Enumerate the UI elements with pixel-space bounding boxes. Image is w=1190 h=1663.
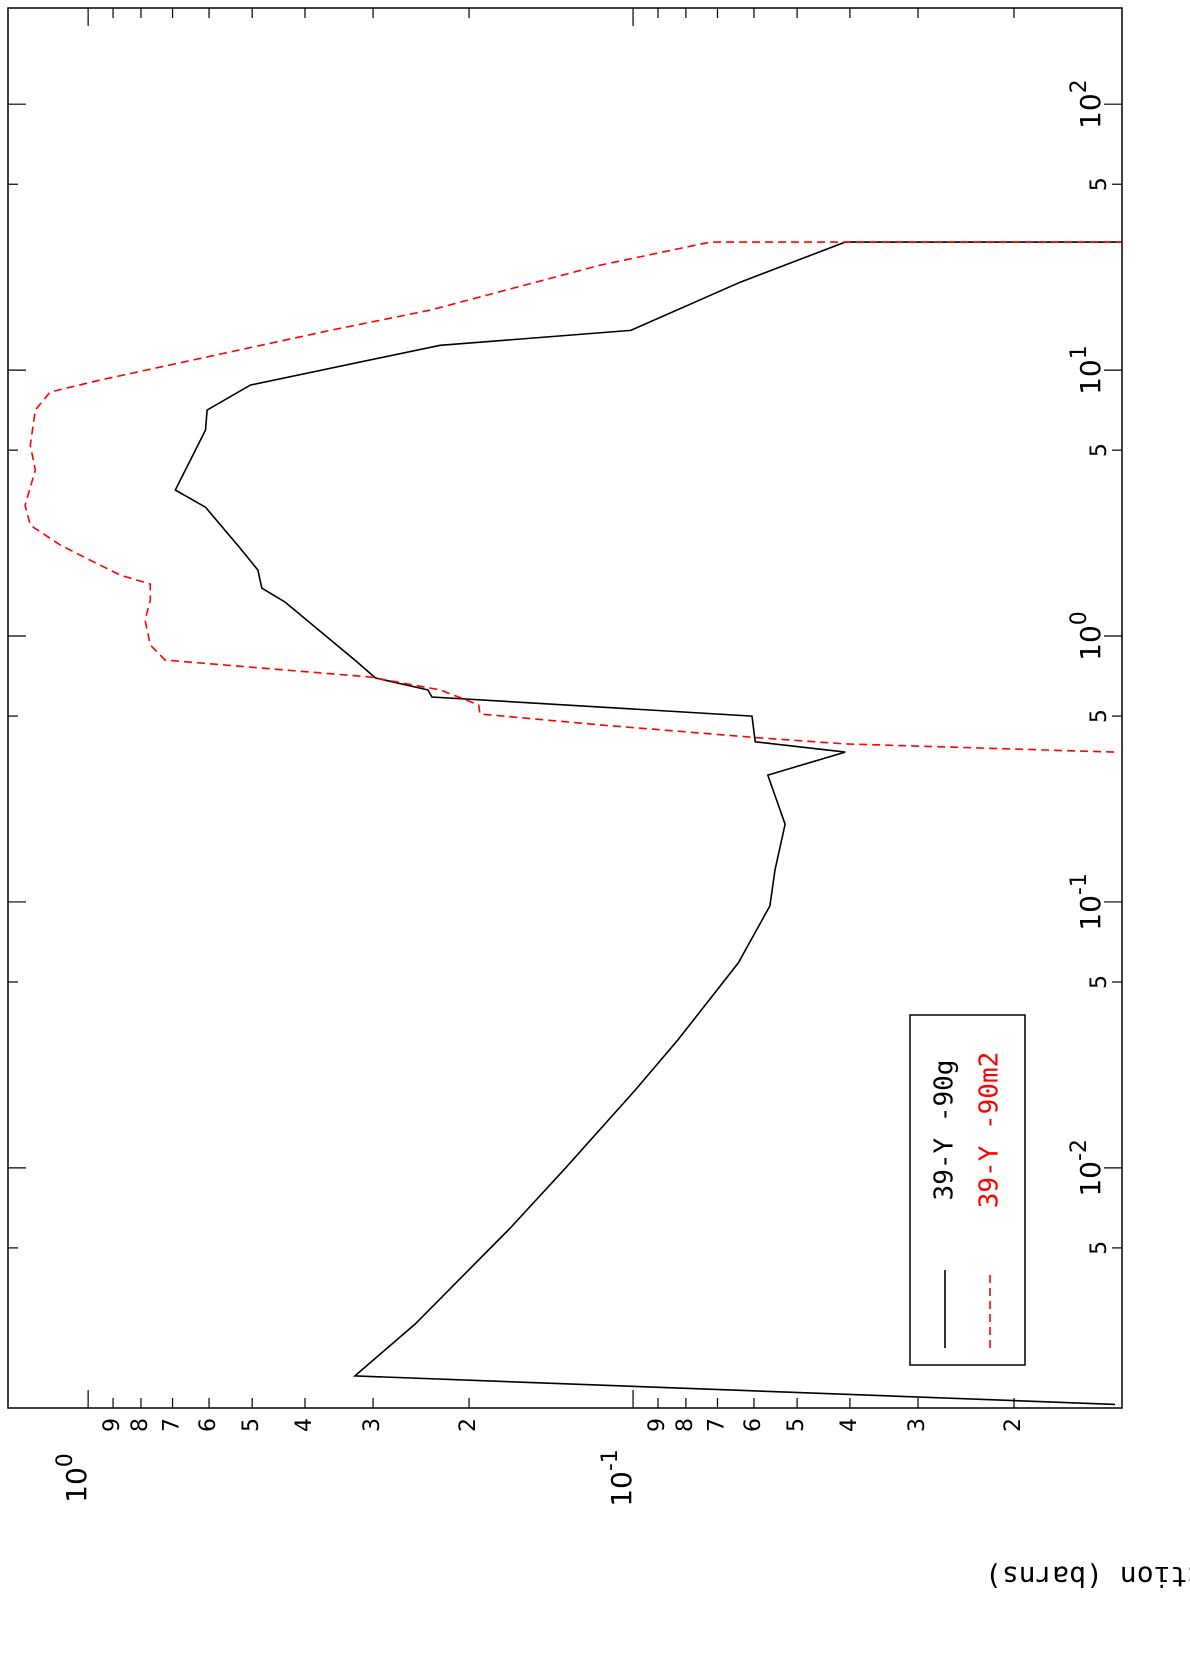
y-tick-label-base: 8 [128, 1418, 153, 1432]
y-tick-label-base: 10 [60, 1467, 93, 1503]
y-tick-label-base: 2 [1001, 1418, 1026, 1432]
x-tick-label: 100 [1067, 611, 1107, 661]
y-tick-label: 10-1 [598, 1449, 638, 1507]
y-tick-label-base: 5 [239, 1418, 264, 1432]
x-tick-label: 5 [1087, 177, 1112, 191]
legend-label: 39-Y -90m2 [975, 1052, 1005, 1209]
x-tick-label-base: 5 [1087, 443, 1112, 457]
x-tick-label: 101 [1067, 345, 1107, 395]
x-tick-label-base: 10 [1074, 359, 1107, 395]
y-tick-label-base: 3 [360, 1418, 385, 1432]
y-tick-label: 6 [196, 1418, 221, 1432]
y-tick-label: 8 [128, 1418, 153, 1432]
y-tick-label-base: 9 [645, 1418, 670, 1432]
y-tick-label-base: 5 [784, 1418, 809, 1432]
y-tick-label: 3 [360, 1418, 385, 1432]
x-tick-label: 5 [1087, 975, 1112, 989]
legend-box [909, 1014, 1026, 1366]
y-tick-label-base: 6 [196, 1418, 221, 1432]
y-tick-label-base: 10 [605, 1471, 638, 1507]
x-tick-label: 102 [1067, 79, 1107, 129]
x-tick-label-base: 5 [1087, 709, 1112, 723]
y-tick-label-base: 9 [100, 1418, 125, 1432]
y-tick-label: 100 [53, 1453, 93, 1503]
y-tick-label: 4 [837, 1418, 862, 1432]
y-tick-label-base: 4 [292, 1418, 317, 1432]
x-tick-label-base: 10 [1074, 625, 1107, 661]
y-tick-label: 9 [645, 1418, 670, 1432]
y-tick-label-base: 4 [837, 1418, 862, 1432]
y-tick-label: 5 [784, 1418, 809, 1432]
legend-label: 39-Y -90g [930, 1060, 960, 1201]
plot-frame [7, 7, 1123, 1409]
x-tick-label-base: 5 [1087, 975, 1112, 989]
x-tick-label-base: 10 [1074, 895, 1107, 931]
y-tick-label-exponent: 0 [53, 1453, 78, 1467]
x-tick-label-exponent: 1 [1067, 345, 1092, 359]
y-tick-label: 3 [905, 1418, 930, 1432]
y-tick-label-base: 6 [741, 1418, 766, 1432]
y-tick-label: 7 [704, 1418, 729, 1432]
x-tick-label-base: 10 [1074, 1161, 1107, 1197]
y-tick-label: 8 [673, 1418, 698, 1432]
x-tick-label: 5 [1087, 443, 1112, 457]
y-axis-title: Cross Section (barns) [985, 1560, 1190, 1593]
x-tick-label-exponent: -2 [1067, 1139, 1092, 1161]
x-tick-label-exponent: -1 [1067, 873, 1092, 895]
y-tick-label: 6 [741, 1418, 766, 1432]
y-tick-label: 4 [292, 1418, 317, 1432]
x-tick-label-exponent: 0 [1067, 611, 1092, 625]
y-tick-label: 9 [100, 1418, 125, 1432]
x-tick-label: 10-1 [1067, 873, 1107, 931]
y-tick-label: 2 [456, 1418, 481, 1432]
y-tick-label-base: 2 [456, 1418, 481, 1432]
x-tick-label: 10-2 [1067, 1139, 1107, 1197]
y-tick-label-exponent: -1 [598, 1449, 623, 1471]
series-line [24, 241, 1122, 753]
y-tick-label-base: 7 [160, 1418, 185, 1432]
y-tick-label: 2 [1001, 1418, 1026, 1432]
x-tick-label-base: 5 [1087, 177, 1112, 191]
y-tick-label-base: 3 [905, 1418, 930, 1432]
y-tick-label: 5 [239, 1418, 264, 1432]
y-tick-label-base: 8 [673, 1418, 698, 1432]
x-tick-label-exponent: 2 [1067, 79, 1092, 93]
y-tick-label: 7 [160, 1418, 185, 1432]
x-tick-label: 5 [1087, 1241, 1112, 1255]
x-tick-label-base: 10 [1074, 93, 1107, 129]
x-tick-label-base: 5 [1087, 1241, 1112, 1255]
series-line [174, 241, 1122, 1406]
x-tick-label: 5 [1087, 709, 1112, 723]
y-tick-label-base: 7 [704, 1418, 729, 1432]
